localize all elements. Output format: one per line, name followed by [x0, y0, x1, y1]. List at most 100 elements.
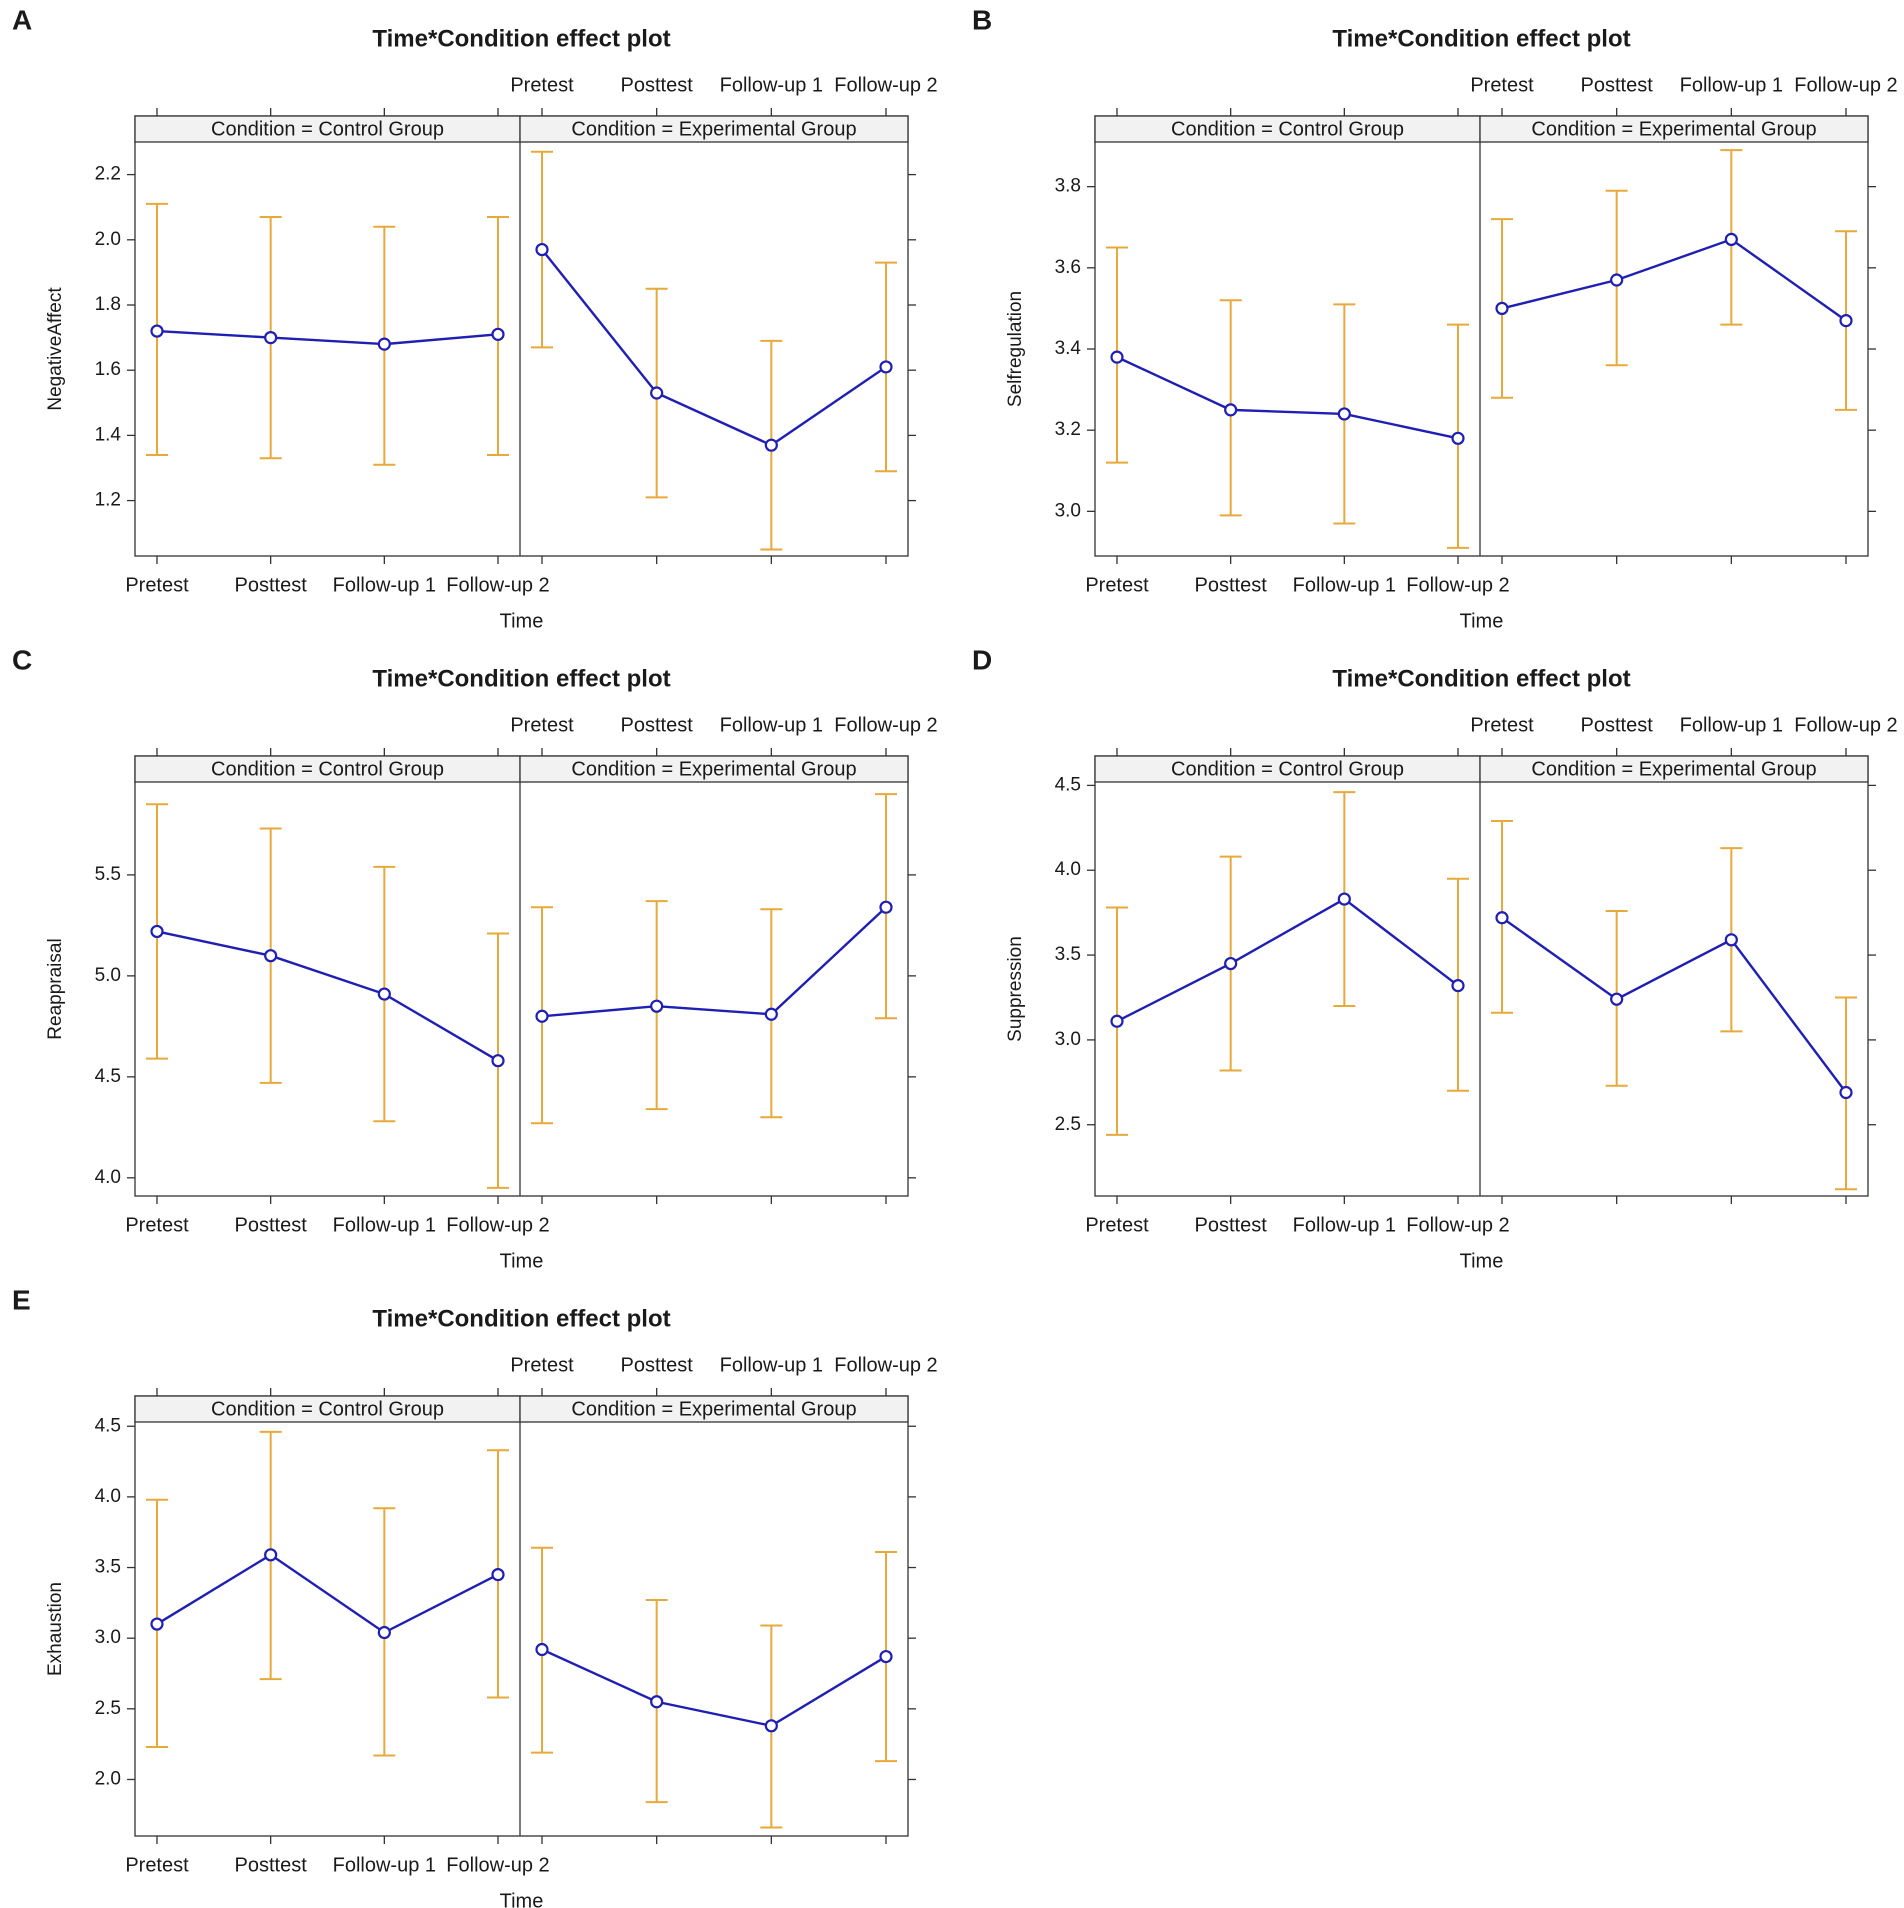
- panel-b: B Time*Condition effect plot Condition = C…: [972, 4, 1898, 632]
- y-tick-label: 2.0: [95, 1768, 121, 1789]
- x-tick-label-top: Pretest: [510, 714, 574, 736]
- x-tick-label-bottom: Follow-up 1: [333, 1854, 436, 1876]
- x-tick-label-top: Follow-up 2: [1794, 74, 1897, 96]
- y-tick-label: 3.5: [1055, 944, 1081, 965]
- data-point-experimental: [879, 360, 893, 374]
- strip-control: [134, 115, 521, 143]
- y-tick-label: 3.0: [1055, 500, 1081, 521]
- x-tick-label-top: Pretest: [1470, 74, 1534, 96]
- data-point-experimental: [1839, 1085, 1853, 1100]
- y-tick-label: 2.5: [95, 1698, 121, 1719]
- strip-label: Condition = Experimental Group: [1531, 758, 1816, 780]
- x-tick-label-bottom: Posttest: [1195, 1214, 1268, 1236]
- x-tick-label-top: Posttest: [1581, 714, 1654, 736]
- data-point-control: [264, 1548, 278, 1562]
- y-tick-label: 1.6: [95, 359, 121, 380]
- data-point-control: [1451, 431, 1465, 445]
- strip-control: [134, 1395, 521, 1423]
- y-axis-label: NegativeAffect: [45, 287, 66, 411]
- panel-letter: D: [972, 644, 992, 675]
- chart-title: Time*Condition effect plot: [372, 1305, 670, 1332]
- data-point-experimental: [879, 900, 893, 914]
- series-line-experimental: [1501, 916, 1847, 1094]
- panel-letter: E: [12, 1284, 31, 1315]
- strip-label: Condition = Control Group: [211, 758, 444, 780]
- x-tick-label-top: Pretest: [510, 1354, 574, 1376]
- x-axis-label: Time: [1460, 610, 1504, 632]
- x-tick-label-top: Follow-up 2: [1794, 714, 1897, 736]
- data-point-experimental: [1724, 232, 1738, 247]
- strip-label: Condition = Control Group: [211, 118, 444, 140]
- data-point-control: [150, 924, 164, 939]
- strip-experimental: [1479, 115, 1869, 143]
- data-point-experimental: [650, 999, 664, 1013]
- y-tick-label: 3.8: [1055, 176, 1081, 197]
- strip-control: [134, 755, 521, 783]
- x-tick-label-bottom: Pretest: [125, 1214, 189, 1236]
- x-tick-label-bottom: Follow-up 1: [333, 574, 436, 596]
- strip-experimental: [1479, 755, 1869, 783]
- y-tick-label: 1.8: [95, 294, 121, 315]
- series-line-experimental: [1501, 238, 1847, 322]
- x-tick-label-bottom: Follow-up 1: [1293, 1214, 1396, 1236]
- data-point-experimental: [879, 1649, 893, 1664]
- y-tick-label: 1.4: [95, 424, 122, 445]
- x-axis-label: Time: [500, 1250, 544, 1272]
- data-point-experimental: [1495, 301, 1509, 316]
- data-point-experimental: [650, 1695, 664, 1709]
- panel-e: E Time*Condition effect plot Condition = C…: [12, 1284, 938, 1908]
- x-tick-label-bottom: Follow-up 2: [1406, 1214, 1509, 1236]
- x-tick-label-bottom: Follow-up 2: [446, 574, 549, 596]
- x-tick-label-bottom: Follow-up 2: [446, 1854, 549, 1876]
- x-tick-label-top: Posttest: [621, 714, 694, 736]
- data-point-experimental: [535, 1642, 549, 1657]
- data-point-control: [1337, 892, 1351, 906]
- series-line-experimental: [541, 906, 887, 1018]
- x-tick-label-bottom: Pretest: [125, 574, 189, 596]
- plot-frame: [134, 755, 909, 1197]
- strip-experimental: [519, 1395, 909, 1423]
- x-tick-label-bottom: Follow-up 1: [333, 1214, 436, 1236]
- y-tick-label: 4.0: [95, 1486, 121, 1507]
- y-tick-label: 3.4: [1055, 338, 1082, 359]
- x-tick-label-bottom: Pretest: [1085, 1214, 1149, 1236]
- panel-a: A Time*Condition effect plot Condition = C…: [12, 4, 938, 632]
- data-point-experimental: [1610, 273, 1624, 287]
- y-tick-label: 3.2: [1055, 419, 1081, 440]
- data-point-control: [377, 987, 391, 1001]
- chart-title: Time*Condition effect plot: [1332, 665, 1630, 692]
- data-point-experimental: [1495, 911, 1509, 925]
- series-line-control: [1116, 897, 1459, 1023]
- data-point-experimental: [1610, 992, 1624, 1006]
- y-axis-label: Suppression: [1005, 936, 1026, 1042]
- data-point-experimental: [535, 242, 549, 257]
- chart-title: Time*Condition effect plot: [1332, 25, 1630, 52]
- x-tick-label-top: Follow-up 1: [720, 74, 823, 96]
- y-tick-label: 3.5: [95, 1557, 121, 1578]
- x-tick-label-top: Posttest: [621, 74, 694, 96]
- data-point-control: [1451, 979, 1465, 993]
- x-tick-label-bottom: Posttest: [235, 1214, 308, 1236]
- y-tick-label: 2.5: [1055, 1114, 1081, 1135]
- y-axis-label: Selfregulation: [1005, 291, 1026, 407]
- data-point-control: [377, 337, 391, 351]
- data-point-experimental: [650, 386, 664, 400]
- x-tick-label-bottom: Pretest: [1085, 574, 1149, 596]
- x-tick-label-bottom: Follow-up 1: [1293, 574, 1396, 596]
- data-point-control: [1224, 403, 1238, 417]
- series-line-experimental: [541, 248, 887, 447]
- data-point-experimental: [764, 1007, 778, 1021]
- plot-frame: [134, 1395, 909, 1837]
- data-point-control: [150, 324, 164, 338]
- y-tick-label: 4.5: [1055, 774, 1081, 795]
- data-point-control: [1110, 350, 1124, 364]
- series-line-control: [156, 930, 499, 1062]
- panel-letter: C: [12, 644, 32, 675]
- strip-label: Condition = Experimental Group: [1531, 118, 1816, 140]
- y-tick-label: 4.0: [1055, 859, 1081, 880]
- y-tick-label: 5.5: [95, 864, 121, 885]
- data-point-control: [491, 1054, 505, 1068]
- y-tick-label: 2.0: [95, 229, 121, 250]
- series-line-control: [156, 1553, 499, 1634]
- x-tick-label-bottom: Posttest: [1195, 574, 1268, 596]
